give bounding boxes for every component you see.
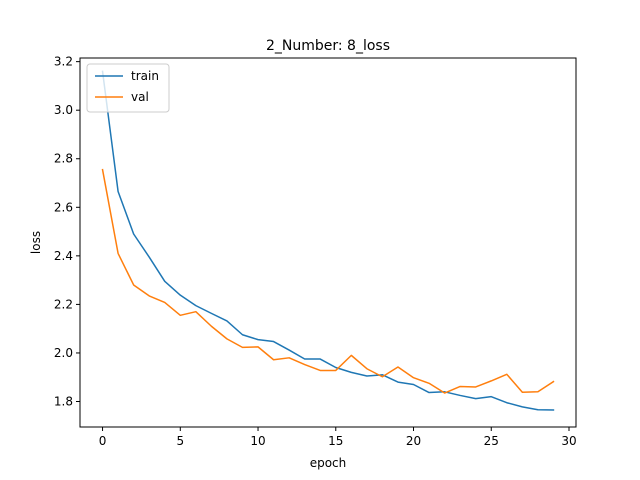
x-tick-label: 30	[561, 434, 576, 448]
legend-label-val: val	[131, 90, 149, 104]
x-axis-label: epoch	[310, 456, 347, 470]
plot-area-frame	[79, 57, 577, 428]
y-tick-label: 2.6	[54, 200, 73, 214]
y-axis-label: loss	[29, 231, 43, 254]
y-tick-label: 3.0	[54, 103, 73, 117]
y-tick-label: 2.8	[54, 152, 73, 166]
legend: train val	[86, 63, 170, 113]
series-line-train	[101, 70, 555, 411]
x-tick-label: 15	[328, 434, 343, 448]
series-line-val	[101, 168, 555, 394]
x-tick-label: 5	[176, 434, 184, 448]
y-tick-label: 2.4	[54, 249, 73, 263]
x-tick-label: 20	[406, 434, 421, 448]
x-tick-label: 0	[99, 434, 107, 448]
legend-label-train: train	[131, 69, 159, 83]
y-tick-label: 3.2	[54, 55, 73, 69]
x-tick-label: 10	[250, 434, 265, 448]
y-tick-label: 2.0	[54, 346, 73, 360]
y-tick-label: 2.2	[54, 297, 73, 311]
x-tick-label: 25	[484, 434, 499, 448]
y-tick-label: 1.8	[54, 395, 73, 409]
chart-title: 2_Number: 8_loss	[266, 38, 390, 54]
